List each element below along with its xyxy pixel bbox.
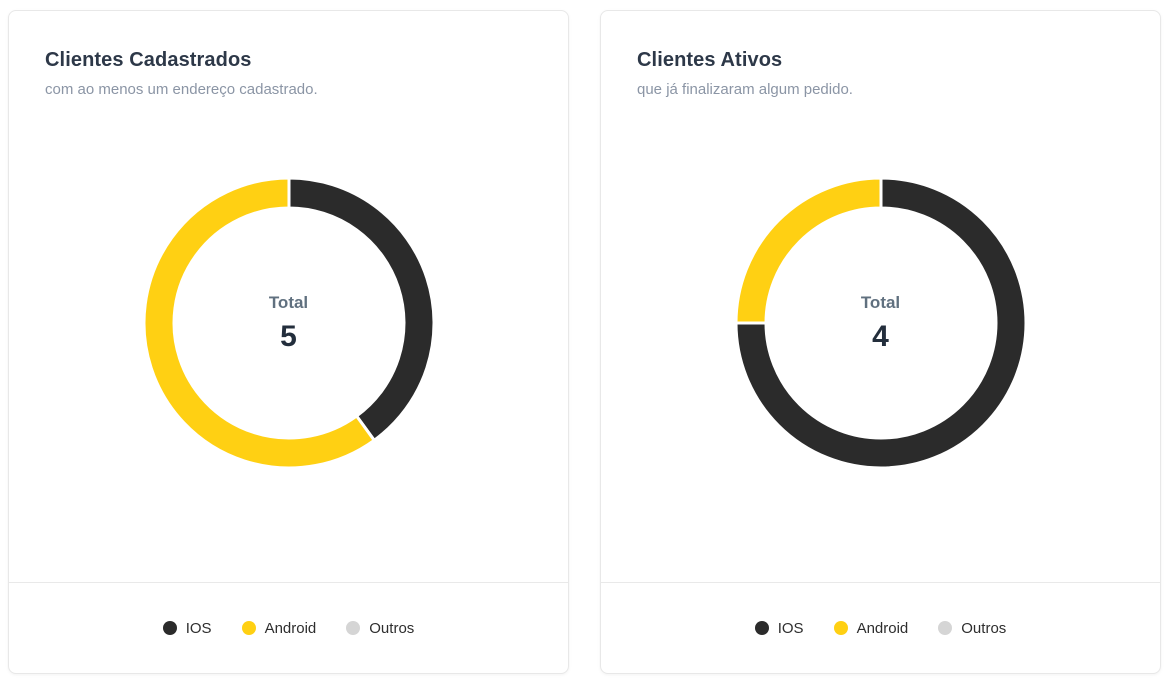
card-title: Clientes Ativos <box>637 49 783 71</box>
legend-label: Android <box>856 619 909 637</box>
legend-color-dot-icon <box>938 621 953 635</box>
legend-label: IOS <box>777 619 804 637</box>
legend-item-ios[interactable]: IOS <box>162 619 212 637</box>
legend-label: IOS <box>185 619 212 637</box>
legend-label: Android <box>264 619 317 637</box>
legend-label: Outros <box>369 619 415 637</box>
donut-chart-svg[interactable] <box>733 176 1028 470</box>
donut-chart-svg[interactable] <box>142 176 436 470</box>
legend-item-android[interactable]: Android <box>241 619 317 637</box>
legend-color-dot-icon <box>346 621 361 635</box>
donut-chart-cadastrados[interactable]: Total 5 <box>142 176 436 470</box>
donut-segment-android[interactable] <box>142 176 376 470</box>
card-body: Clientes Ativos que já finalizaram algum… <box>601 11 1160 582</box>
chart-area: Total 4 <box>637 176 1124 470</box>
legend-color-dot-icon <box>162 621 177 635</box>
legend-item-ios[interactable]: IOS <box>754 619 804 637</box>
legend-color-dot-icon <box>754 621 769 635</box>
chart-legend: IOS Android Outros <box>601 582 1160 673</box>
donut-segment-ios[interactable] <box>287 176 435 443</box>
legend-label: Outros <box>961 619 1007 637</box>
card-title: Clientes Cadastrados <box>45 49 252 71</box>
chart-area: Total 5 <box>45 176 532 470</box>
legend-color-dot-icon <box>833 621 848 635</box>
legend-item-android[interactable]: Android <box>833 619 909 637</box>
clientes-ativos-card: Clientes Ativos que já finalizaram algum… <box>600 10 1161 674</box>
donut-segment-android[interactable] <box>733 176 882 325</box>
donut-segment-ios[interactable] <box>733 176 1027 470</box>
chart-legend: IOS Android Outros <box>9 582 568 673</box>
clientes-cadastrados-card: Clientes Cadastrados com ao menos um end… <box>8 10 569 674</box>
card-body: Clientes Cadastrados com ao menos um end… <box>9 11 568 582</box>
legend-item-outros[interactable]: Outros <box>938 620 1006 637</box>
card-subtitle: que já finalizaram algum pedido. <box>637 81 853 98</box>
legend-item-outros[interactable]: Outros <box>346 620 414 637</box>
card-subtitle: com ao menos um endereço cadastrado. <box>45 81 318 98</box>
donut-chart-ativos[interactable]: Total 4 <box>733 176 1028 470</box>
legend-color-dot-icon <box>241 621 256 635</box>
